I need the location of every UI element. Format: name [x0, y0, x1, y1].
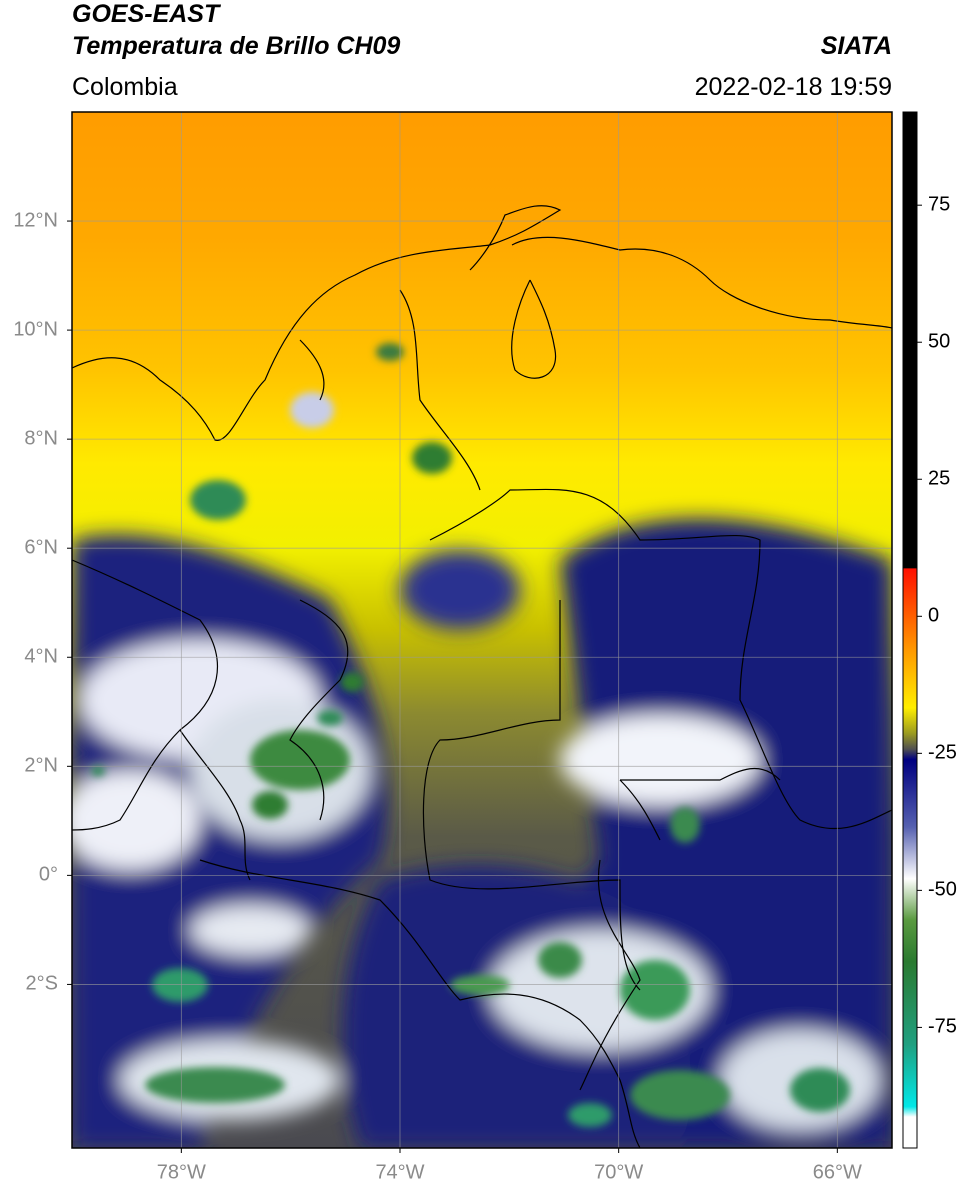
x-tick-label: 78°W	[157, 1161, 206, 1183]
y-tick-label: 8°N	[24, 427, 58, 449]
y-tick-label: 2°N	[24, 755, 58, 777]
coastlines	[72, 205, 892, 1148]
title: GOES-EAST	[72, 0, 222, 28]
subtitle: Temperatura de Brillo CH09	[72, 32, 400, 60]
source: SIATA	[821, 32, 892, 60]
ticks: 78°W 74°W 70°W 66°W 12°N 10°N 8°N 6°N 4°N 2°N 0° 2°…	[13, 193, 957, 1183]
colorbar-tick-label: 75	[928, 193, 950, 215]
y-tick-label: 2°S	[26, 973, 58, 995]
colorbar-tick-label: -50	[928, 879, 957, 901]
map-frame	[71, 111, 893, 1149]
region: Colombia	[72, 73, 178, 101]
colorbar-tick-label: -75	[928, 1016, 957, 1038]
colorbar-tick-label: -25	[928, 742, 957, 764]
y-tick-label: 6°N	[24, 536, 58, 558]
datetime: 2022-02-18 19:59	[695, 73, 892, 101]
satellite-image	[72, 112, 892, 1148]
colorbar-tick-label: 50	[928, 331, 950, 353]
graticule	[72, 112, 892, 1148]
y-tick-label: 0°	[39, 864, 58, 886]
y-tick-label: 4°N	[24, 646, 58, 668]
colorbar-tick-label: 25	[928, 468, 950, 490]
y-tick-label: 12°N	[13, 209, 58, 231]
x-tick-label: 70°W	[594, 1161, 643, 1183]
colorbar	[902, 111, 918, 1149]
colorbar-tick-label: 0	[928, 605, 939, 627]
x-tick-label: 66°W	[813, 1161, 862, 1183]
y-tick-label: 10°N	[13, 318, 58, 340]
x-tick-label: 74°W	[375, 1161, 424, 1183]
